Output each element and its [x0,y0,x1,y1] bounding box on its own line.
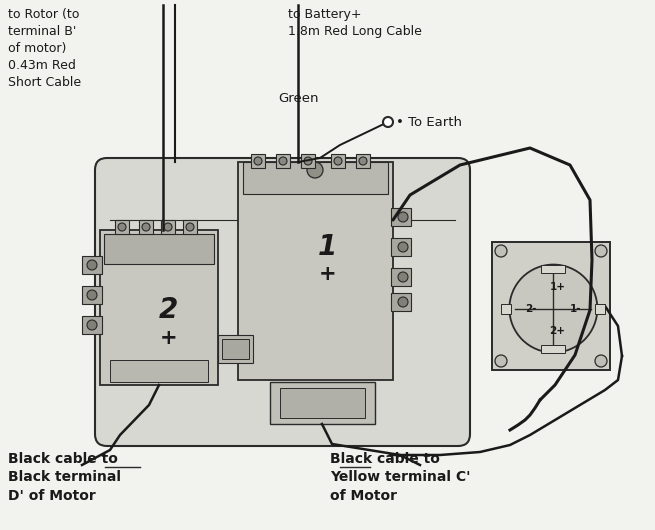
Bar [115,220,129,234]
Bar [238,162,393,380]
Text: 2-: 2- [525,304,537,314]
Circle shape [87,320,97,330]
Bar [542,264,565,272]
Text: Green: Green [278,92,318,104]
Bar [222,339,249,359]
Circle shape [304,157,312,165]
Circle shape [595,355,607,367]
Circle shape [279,157,287,165]
Bar [492,242,610,370]
Bar [391,238,411,256]
Text: 2: 2 [159,296,178,324]
Circle shape [142,223,150,231]
Text: 1+: 1+ [550,281,565,292]
Circle shape [334,157,342,165]
Bar [276,154,290,168]
Text: 2+: 2+ [550,325,565,335]
Bar [331,154,345,168]
Bar [280,388,365,418]
Bar [542,344,565,352]
Circle shape [595,245,607,257]
Bar [243,162,388,194]
Bar [139,220,153,234]
Bar [391,293,411,311]
Circle shape [186,223,194,231]
Bar [501,304,512,314]
Bar [270,382,375,424]
Text: Black cable to
Black terminal
D' of Motor: Black cable to Black terminal D' of Moto… [8,452,121,503]
Circle shape [398,212,408,222]
FancyBboxPatch shape [95,158,470,446]
Circle shape [87,290,97,300]
Circle shape [510,264,597,352]
Bar [391,208,411,226]
Circle shape [164,223,172,231]
Text: Black cable to
Yellow terminal C'
of Motor: Black cable to Yellow terminal C' of Mot… [330,452,470,503]
Bar [391,268,411,286]
Bar [82,256,102,274]
Text: to Battery+
1.8m Red Long Cable: to Battery+ 1.8m Red Long Cable [288,8,422,38]
Bar [110,360,208,382]
Text: • To Earth: • To Earth [396,116,462,128]
Circle shape [398,297,408,307]
Circle shape [254,157,262,165]
Text: +: + [160,328,178,348]
Text: +: + [319,264,337,284]
Text: 1-: 1- [570,304,581,314]
Circle shape [118,223,126,231]
Bar [251,154,265,168]
Text: to Rotor (to
terminal B'
of motor)
0.43m Red
Short Cable: to Rotor (to terminal B' of motor) 0.43m… [8,8,81,89]
Bar [183,220,197,234]
Bar [301,154,315,168]
Circle shape [307,162,323,178]
Circle shape [495,355,507,367]
Bar [356,154,370,168]
Bar [161,220,175,234]
Bar [100,230,218,385]
Bar [82,286,102,304]
Circle shape [398,242,408,252]
Circle shape [398,272,408,282]
Bar [82,316,102,334]
Circle shape [359,157,367,165]
Circle shape [495,245,507,257]
Circle shape [87,260,97,270]
Text: 1: 1 [318,233,337,261]
Circle shape [383,117,393,127]
Bar [595,304,605,314]
Bar [218,335,253,363]
Bar [104,234,214,264]
